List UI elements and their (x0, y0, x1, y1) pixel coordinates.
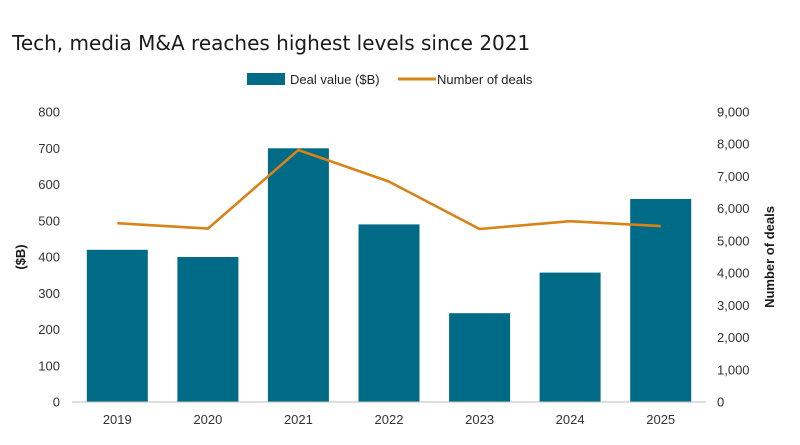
y-right-tick-label: 0 (717, 395, 724, 410)
y-left-tick-label: 400 (38, 250, 60, 265)
chart-title: Tech, media M&A reaches highest levels s… (11, 31, 530, 55)
bar-2022 (358, 224, 420, 402)
x-tick-label: 2019 (103, 412, 132, 427)
y-axis-right-ticks: 0 1,000 2,000 3,000 4,000 5,000 6,000 7,000 8,00… (717, 105, 750, 410)
y-right-tick-label: 8,000 (717, 137, 750, 152)
y-left-tick-label: 0 (53, 395, 60, 410)
bars-group (86, 148, 692, 403)
y-right-tick-label: 6,000 (717, 201, 750, 216)
y-left-tick-label: 200 (38, 322, 60, 337)
x-tick-label: 2023 (465, 412, 494, 427)
legend-label-deal-value: Deal value ($B) (290, 72, 380, 87)
y-right-tick-label: 9,000 (717, 105, 750, 120)
y-right-tick-label: 3,000 (717, 298, 750, 313)
y-axis-right-title: Number of deals (762, 206, 777, 308)
y-right-tick-label: 7,000 (717, 169, 750, 184)
line-number-of-deals (117, 148, 661, 231)
y-left-tick-label: 500 (38, 213, 60, 228)
y-axis-left-ticks: 0 100 200 300 400 500 600 700 800 (38, 105, 60, 410)
y-right-tick-label: 5,000 (717, 233, 750, 248)
x-tick-label: 2024 (556, 412, 585, 427)
bar-2025 (630, 199, 692, 402)
bar-2021 (267, 148, 329, 403)
y-left-tick-label: 700 (38, 141, 60, 156)
bar-2020 (177, 257, 239, 402)
bar-2019 (86, 249, 148, 403)
legend-label-number-of-deals: Number of deals (437, 72, 533, 87)
y-left-tick-label: 600 (38, 177, 60, 192)
y-axis-left-title: ($B) (13, 244, 28, 269)
y-right-tick-label: 4,000 (717, 266, 750, 281)
bar-2024 (539, 272, 601, 402)
y-left-tick-label: 800 (38, 105, 60, 120)
x-tick-label: 2021 (284, 412, 313, 427)
x-axis-ticks: 2019 2020 2021 2022 2023 2024 2025 (103, 412, 675, 427)
legend: Deal value ($B) Number of deals (247, 72, 533, 87)
y-left-tick-label: 100 (38, 358, 60, 373)
y-right-tick-label: 2,000 (717, 330, 750, 345)
y-right-tick-label: 1,000 (717, 362, 750, 377)
y-left-tick-label: 300 (38, 286, 60, 301)
bar-2023 (449, 313, 511, 402)
x-tick-label: 2025 (646, 412, 675, 427)
x-tick-label: 2020 (193, 412, 222, 427)
legend-swatch-deal-value (247, 73, 285, 85)
x-tick-label: 2022 (375, 412, 404, 427)
